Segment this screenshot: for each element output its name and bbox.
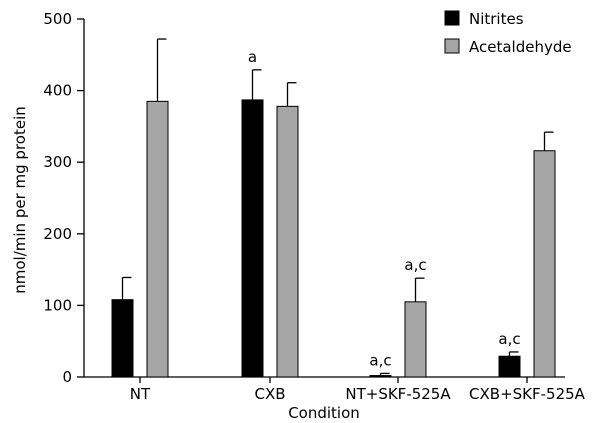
bars: [111, 99, 556, 378]
x-axis-title: Condition: [288, 404, 360, 422]
y-tick-label: 400: [43, 82, 72, 100]
legend-swatch-acetaldehyde: [444, 38, 460, 54]
bar-nitrites-3: [498, 355, 521, 378]
y-tick-label: 300: [43, 153, 72, 171]
legend: Nitrites Acetaldehyde: [444, 10, 572, 56]
bar-nitrites-0: [111, 299, 134, 378]
legend-swatch-nitrites: [444, 10, 460, 26]
axes: 0 100 200 300 400 500 NT CXB NT+SKF-525A CXB+SKF-…: [43, 10, 585, 403]
significance-label: a,c: [369, 351, 391, 369]
significance-label: a,c: [404, 256, 426, 274]
y-tick-label: 500: [43, 10, 72, 28]
bar-nitrites-1: [241, 99, 264, 378]
y-tick-label: 100: [43, 296, 72, 314]
bar-acetaldehyde-0: [146, 100, 169, 378]
y-axis-title: nmol/min per mg protein: [11, 106, 29, 293]
x-tick-label: NT+SKF-525A: [345, 385, 451, 403]
significance-label: a: [248, 48, 257, 66]
x-tick-label: NT: [130, 385, 151, 403]
x-tick-label: CXB+SKF-525A: [469, 385, 586, 403]
significance-label: a,c: [498, 330, 520, 348]
bar-acetaldehyde-1: [276, 105, 299, 378]
error-bars: [121, 38, 554, 376]
legend-label-nitrites: Nitrites: [469, 10, 524, 28]
y-tick-label: 200: [43, 225, 72, 243]
annotations: a a,c a,c a,c: [248, 48, 521, 370]
bar-nitrites-2: [369, 375, 392, 378]
bar-acetaldehyde-3: [533, 150, 556, 378]
y-tick-label: 0: [62, 368, 72, 386]
bar-acetaldehyde-2: [404, 301, 427, 378]
x-tick-label: CXB: [254, 385, 285, 403]
legend-label-acetaldehyde: Acetaldehyde: [469, 38, 572, 56]
